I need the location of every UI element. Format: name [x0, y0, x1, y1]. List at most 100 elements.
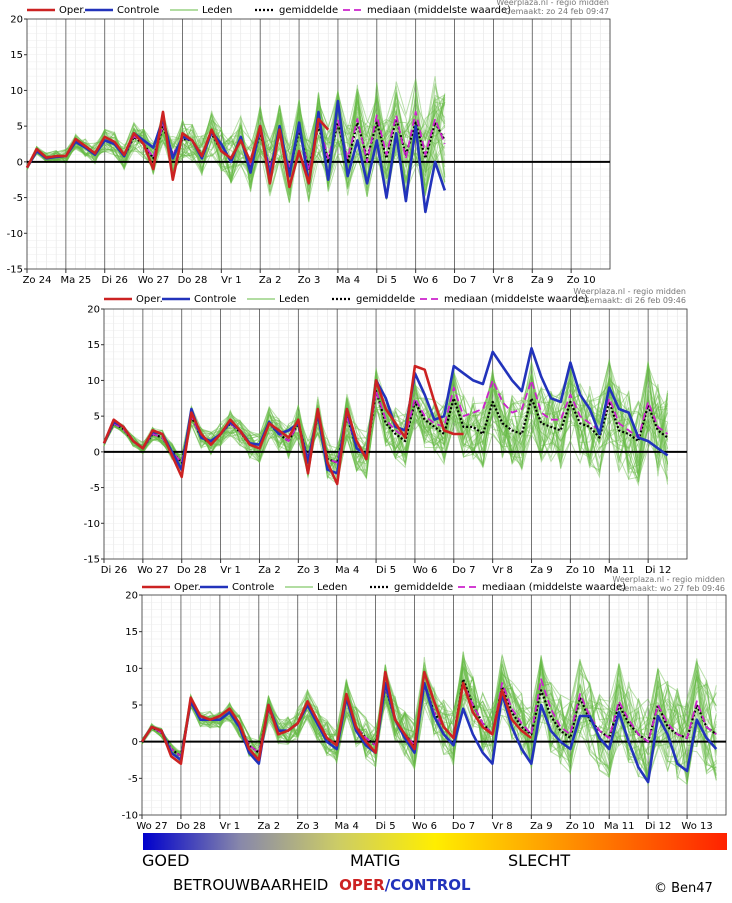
x-tick-label: Zo 24 — [23, 275, 52, 286]
caption-slash: / — [384, 876, 391, 894]
x-tick-label: Do 28 — [177, 565, 207, 576]
legend-label-median: mediaan (middelste waarde) — [482, 582, 626, 593]
x-tick-label: Vr 1 — [220, 565, 241, 576]
chart-panel-1: -15 -10 -5 0 5 10 15 20 Zo 24 Ma 25 Di 26 Wo 27 Do 2… — [7, 0, 611, 286]
x-tick-label: Ma 11 — [604, 565, 635, 576]
y-tick-label: 10 — [125, 664, 138, 675]
legend-label-control: Controle — [194, 294, 236, 305]
legend-label-mean: gemiddelde — [356, 294, 415, 305]
label-good: GOED — [142, 851, 190, 870]
legend-label-median: mediaan (middelste waarde) — [367, 5, 511, 16]
y-tick-label: 15 — [87, 340, 100, 351]
x-tick-label: Di 12 — [645, 565, 671, 576]
x-tick-label: Wo 13 — [681, 821, 712, 832]
member-line — [103, 375, 669, 483]
y-tick-label: 5 — [132, 701, 138, 712]
x-tick-label: Wo 27 — [138, 275, 169, 286]
member-line — [26, 88, 446, 193]
y-tick-label: -10 — [122, 811, 138, 822]
x-tick-label: Do 7 — [452, 565, 475, 576]
y-tick-label: -5 — [13, 193, 23, 204]
chart-credit-date: Gemaakt: zo 24 feb 09:47 — [505, 7, 610, 16]
x-tick-label: Za 2 — [259, 275, 282, 286]
chart-credit-source: Weerplaza.nl - regio midden — [573, 287, 686, 296]
x-tick-label: Ma 11 — [604, 821, 635, 832]
y-tick-label: 0 — [17, 157, 23, 168]
x-tick-label: Ma 25 — [61, 275, 92, 286]
ensemble-members — [141, 651, 717, 786]
series-oper — [102, 364, 464, 486]
legend-label-oper: Oper. — [59, 5, 86, 16]
x-tick-label: Za 9 — [531, 275, 554, 286]
caption-oper: OPER — [339, 876, 385, 894]
x-tick-label: Do 7 — [452, 821, 475, 832]
x-tick-label: Di 5 — [376, 821, 396, 832]
member-line — [103, 375, 669, 473]
x-tick-label: Vr 8 — [493, 275, 514, 286]
legend-label-members: Leden — [317, 582, 347, 593]
y-tick-label: -15 — [7, 265, 23, 276]
member-line — [141, 659, 717, 778]
member-line — [26, 100, 446, 181]
member-line — [26, 82, 446, 203]
y-tick-label: -10 — [84, 519, 100, 530]
chart-panel-2: -15 -10 -5 0 5 10 15 20 Di 26 Wo 27 Do 28 Vr 1 Za 2 Z… — [84, 287, 688, 576]
x-tick-label: Wo 6 — [412, 565, 437, 576]
x-tick-label: Vr 8 — [492, 821, 513, 832]
y-tick-label: -10 — [7, 229, 23, 240]
x-tick-label: Vr 8 — [492, 565, 513, 576]
member-line — [26, 76, 446, 191]
legend-label-median: mediaan (middelste waarde) — [444, 294, 588, 305]
y-tick-label: 15 — [10, 50, 23, 61]
chart-credit-date: Gemaakt: di 26 feb 09:46 — [583, 296, 686, 305]
plot-frame — [26, 18, 611, 270]
caption-text: BETROUWBAARHEID — [173, 876, 329, 894]
series-control — [140, 681, 718, 784]
y-tick-label: -5 — [90, 483, 100, 494]
x-tick-label: Di 5 — [377, 275, 397, 286]
x-tick-label: Wo 6 — [412, 821, 437, 832]
series-median — [103, 379, 669, 464]
member-line — [141, 665, 717, 773]
x-tick-label: Do 28 — [178, 275, 208, 286]
x-tick-label: Do 7 — [453, 275, 476, 286]
x-tick-label: Za 2 — [258, 821, 281, 832]
member-line — [26, 92, 446, 200]
label-bad: SLECHT — [508, 851, 571, 870]
member-line — [141, 657, 717, 768]
legend-label-oper: Oper. — [136, 294, 163, 305]
series-mean — [103, 390, 669, 464]
author-credit: © Ben47 — [654, 881, 713, 896]
x-tick-label: Vr 1 — [220, 821, 241, 832]
member-line — [26, 84, 446, 197]
chart-credit-date: Gemaakt: wo 27 feb 09:46 — [618, 584, 725, 593]
member-line — [141, 663, 717, 777]
legend-label-members: Leden — [279, 294, 309, 305]
plot-frame — [103, 308, 688, 560]
x-tick-label: Di 26 — [101, 565, 127, 576]
x-tick-label: Di 26 — [102, 275, 128, 286]
chart-credit-source: Weerplaza.nl - regio midden — [496, 0, 609, 7]
y-tick-label: 0 — [132, 737, 138, 748]
y-tick-label: 10 — [10, 86, 23, 97]
member-line — [26, 92, 446, 198]
y-tick-label: -5 — [128, 774, 138, 785]
ensemble-members — [26, 76, 446, 203]
legend-label-mean: gemiddelde — [394, 582, 453, 593]
chart-credit-source: Weerplaza.nl - regio midden — [612, 575, 725, 584]
member-line — [141, 667, 717, 771]
reliability-caption: BETROUWBAARHEID OPER/CONTROL — [173, 876, 471, 894]
member-line — [141, 667, 717, 766]
label-fair: MATIG — [350, 851, 401, 870]
y-tick-label: 5 — [94, 412, 100, 423]
x-tick-label: Do 28 — [176, 821, 206, 832]
legend: Oper. Controle Leden gemiddelde mediaan (mid… — [27, 5, 511, 16]
x-tick-label: Zo 3 — [296, 821, 319, 832]
member-line — [103, 374, 669, 472]
x-tick-label: Vr 1 — [221, 275, 242, 286]
x-tick-label: Ma 4 — [335, 821, 359, 832]
legend-label-control: Controle — [232, 582, 274, 593]
reliability-gradient-bar — [143, 833, 727, 850]
member-line — [26, 95, 446, 203]
